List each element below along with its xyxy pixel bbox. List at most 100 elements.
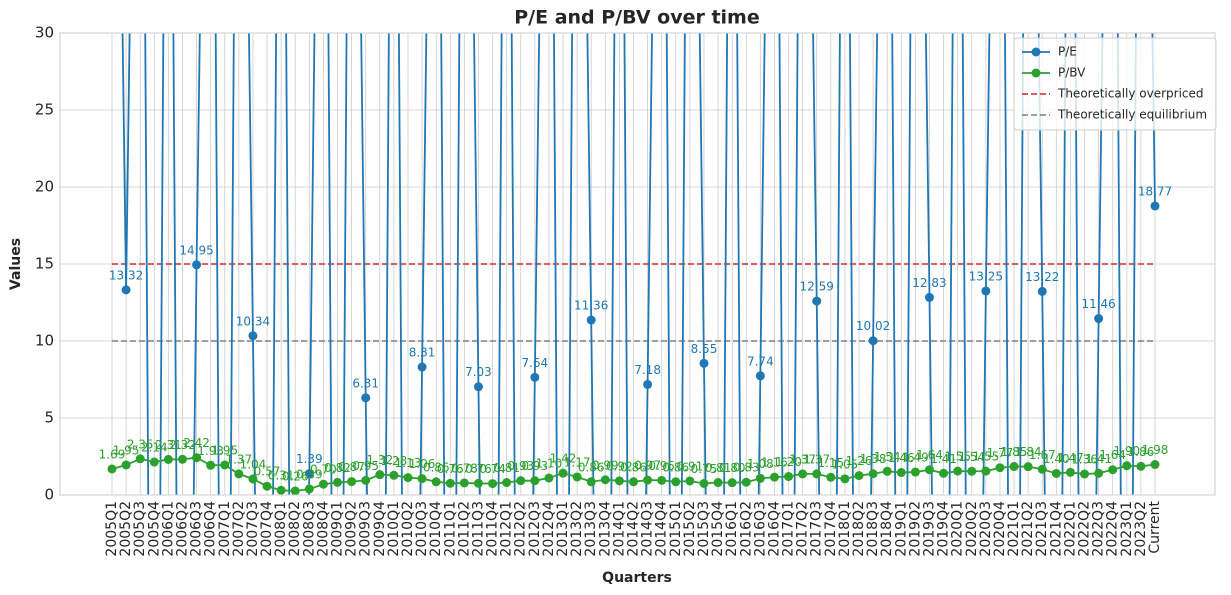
data-point	[304, 484, 314, 494]
data-label: 1.93	[197, 444, 224, 458]
x-tick-label: 2016Q3	[752, 501, 768, 557]
data-point	[840, 474, 850, 484]
data-label: 13.22	[1025, 270, 1059, 284]
x-tick-label: 2011Q3	[470, 501, 486, 557]
data-label: 1.69	[99, 447, 126, 461]
data-label: 0.75	[691, 462, 718, 476]
x-tick-label: 2013Q1	[555, 501, 571, 557]
data-label: 0.76	[437, 462, 464, 476]
data-label: 1.95	[211, 443, 238, 457]
data-label: 2.32	[169, 438, 196, 452]
data-label: 1.16	[761, 456, 788, 470]
data-point	[262, 481, 272, 491]
y-tick-label: 10	[35, 332, 54, 350]
data-point	[135, 454, 145, 464]
data-point	[1108, 465, 1118, 475]
x-tick-label: 2020Q1	[950, 501, 966, 557]
x-tick-label: 2005Q4	[146, 501, 162, 557]
data-point	[304, 469, 314, 479]
y-tick-label: 30	[35, 24, 54, 42]
legend-swatch	[1031, 68, 1041, 78]
x-tick-label: 2018Q3	[865, 501, 881, 557]
data-point	[1065, 467, 1075, 477]
data-label: 1.40	[1043, 452, 1070, 466]
x-tick-label: 2012Q2	[513, 501, 529, 557]
data-point	[530, 372, 540, 382]
data-point	[290, 486, 300, 495]
data-point	[220, 460, 230, 470]
legend-label: P/E	[1058, 45, 1077, 59]
data-point	[896, 468, 906, 478]
x-tick-label: 2010Q4	[428, 501, 444, 557]
y-axis-title: Values	[8, 238, 24, 290]
data-point	[741, 477, 751, 487]
data-point	[1080, 469, 1090, 479]
data-label: 11.36	[574, 299, 608, 313]
data-label: 1.64	[1099, 448, 1126, 462]
plot-frame	[59, 32, 1216, 496]
x-tick-label: 2020Q3	[978, 501, 994, 557]
data-label: 0.31	[268, 469, 295, 483]
x-tick-label: 2018Q4	[879, 501, 895, 557]
x-tick-label: 2022Q3	[1091, 501, 1107, 557]
data-point	[600, 475, 610, 485]
data-point	[882, 466, 892, 476]
data-point	[361, 393, 371, 403]
data-point	[854, 471, 864, 481]
data-label: 1.86	[1128, 445, 1155, 459]
plot-area: 13.32 14.95 10.34 1.39 6.31 8.31 7.03 7.64 11.36…	[99, 33, 1172, 495]
data-label: 0.83	[733, 461, 760, 475]
y-tick-label: 5	[44, 409, 54, 427]
x-tick-label: 2016Q2	[738, 501, 754, 557]
data-point	[473, 382, 483, 392]
data-label: 0.57	[254, 465, 281, 479]
data-point	[1051, 468, 1061, 478]
data-point	[713, 478, 723, 488]
data-point	[981, 286, 991, 296]
data-point	[417, 362, 427, 372]
data-label: 0.81	[705, 461, 732, 475]
data-point	[375, 470, 385, 480]
data-label: 1.08	[747, 457, 774, 471]
data-label: 2.14	[141, 441, 168, 455]
data-point	[361, 475, 371, 485]
x-tick-label: 2009Q1	[330, 501, 346, 557]
y-tick-label: 0	[44, 486, 54, 504]
data-label: 10.02	[856, 319, 890, 333]
data-label: 1.38	[860, 452, 887, 466]
data-label: 1.55	[973, 450, 1000, 464]
data-label: 10.34	[236, 314, 270, 328]
data-label: 1.06	[409, 457, 436, 471]
legend-box	[1013, 37, 1217, 131]
x-tick-label: 2011Q1	[442, 501, 458, 557]
data-point	[558, 468, 568, 478]
x-tick-label: 2010Q3	[414, 501, 430, 557]
data-label: 1.36	[1071, 453, 1098, 467]
data-label: 1.90	[1113, 444, 1140, 458]
data-point	[995, 463, 1005, 473]
x-tick-label: 2009Q2	[344, 501, 360, 557]
x-tick-label: 2009Q3	[358, 501, 374, 557]
data-point	[206, 460, 216, 470]
data-label: 0.92	[606, 459, 633, 473]
x-tick-label: 2013Q3	[583, 501, 599, 557]
data-point	[586, 315, 596, 325]
x-tick-label: 2019Q2	[907, 501, 923, 557]
data-point	[431, 477, 441, 487]
data-label: 1.98	[1142, 443, 1169, 457]
x-tick-label: 2014Q3	[640, 501, 656, 557]
data-label: 1.13	[395, 456, 422, 470]
data-label: 12.83	[912, 276, 946, 290]
x-tick-label: 2019Q1	[893, 501, 909, 557]
data-point	[192, 260, 202, 270]
data-label: 1.26	[846, 454, 873, 468]
data-label: 2.42	[183, 436, 210, 450]
x-tick-label: 2007Q3	[245, 501, 261, 557]
data-point	[248, 474, 258, 484]
data-label: 7.18	[634, 363, 661, 377]
data-point	[868, 336, 878, 346]
x-tick-label: 2010Q1	[386, 501, 402, 557]
x-tick-label: 2010Q2	[400, 501, 416, 557]
data-point	[812, 296, 822, 306]
data-label: 0.80	[719, 461, 746, 475]
